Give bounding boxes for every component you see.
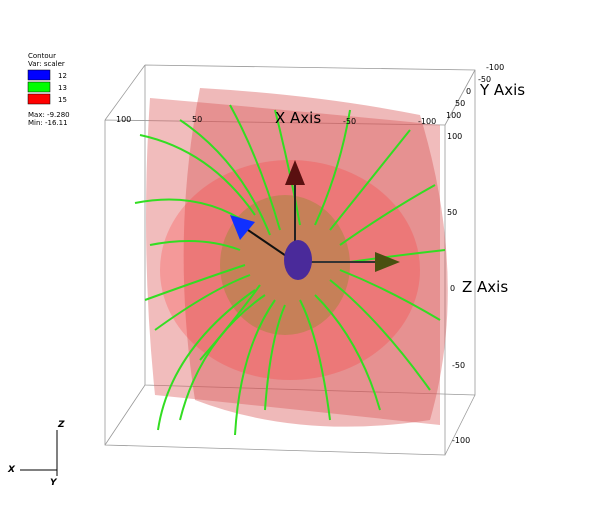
legend-swatch xyxy=(27,93,51,105)
z-tick-label: 50 xyxy=(447,208,457,217)
bounding-box xyxy=(104,64,476,456)
legend-label: 12 xyxy=(58,72,67,80)
x-tick-label: 100 xyxy=(116,115,131,124)
y-tick-label: 100 xyxy=(446,111,461,120)
y-tick-label: 50 xyxy=(455,99,465,108)
z-tick-label: 100 xyxy=(447,132,462,141)
legend-variable: Var: scaler xyxy=(28,60,65,68)
triad-z: Z xyxy=(57,420,65,430)
z-tick-label: 0 xyxy=(450,284,455,293)
legend-swatch xyxy=(27,69,51,81)
vectors xyxy=(230,160,400,280)
z-axis-title: Z Axis xyxy=(462,278,508,296)
y-tick-label: 0 xyxy=(466,87,471,96)
legend-max: Max: -9.280 xyxy=(28,111,70,119)
legend-title: Contour xyxy=(28,52,56,60)
x-tick-label: -100 xyxy=(418,117,436,126)
x-tick-label: -50 xyxy=(343,117,356,126)
legend-swatch xyxy=(27,81,51,93)
legend-label: 13 xyxy=(58,84,67,92)
legend: Contour Var: scaler Max: -9.280 Min: -16… xyxy=(27,52,70,127)
y-tick-label: -50 xyxy=(478,75,491,84)
triad-y: Y xyxy=(50,478,58,488)
x-axis-title: X Axis xyxy=(275,109,321,127)
z-tick-label: -100 xyxy=(452,436,470,445)
triad-x: X xyxy=(7,465,16,475)
legend-label: 15 xyxy=(58,96,67,104)
y-axis-title: Y Axis xyxy=(479,81,525,99)
legend-min: Min: -16.11 xyxy=(28,119,68,127)
x-tick-label: 50 xyxy=(192,115,202,124)
y-tick-label: -100 xyxy=(486,63,504,72)
z-tick-label: -50 xyxy=(452,361,465,370)
triad: Z X Y xyxy=(7,420,65,488)
